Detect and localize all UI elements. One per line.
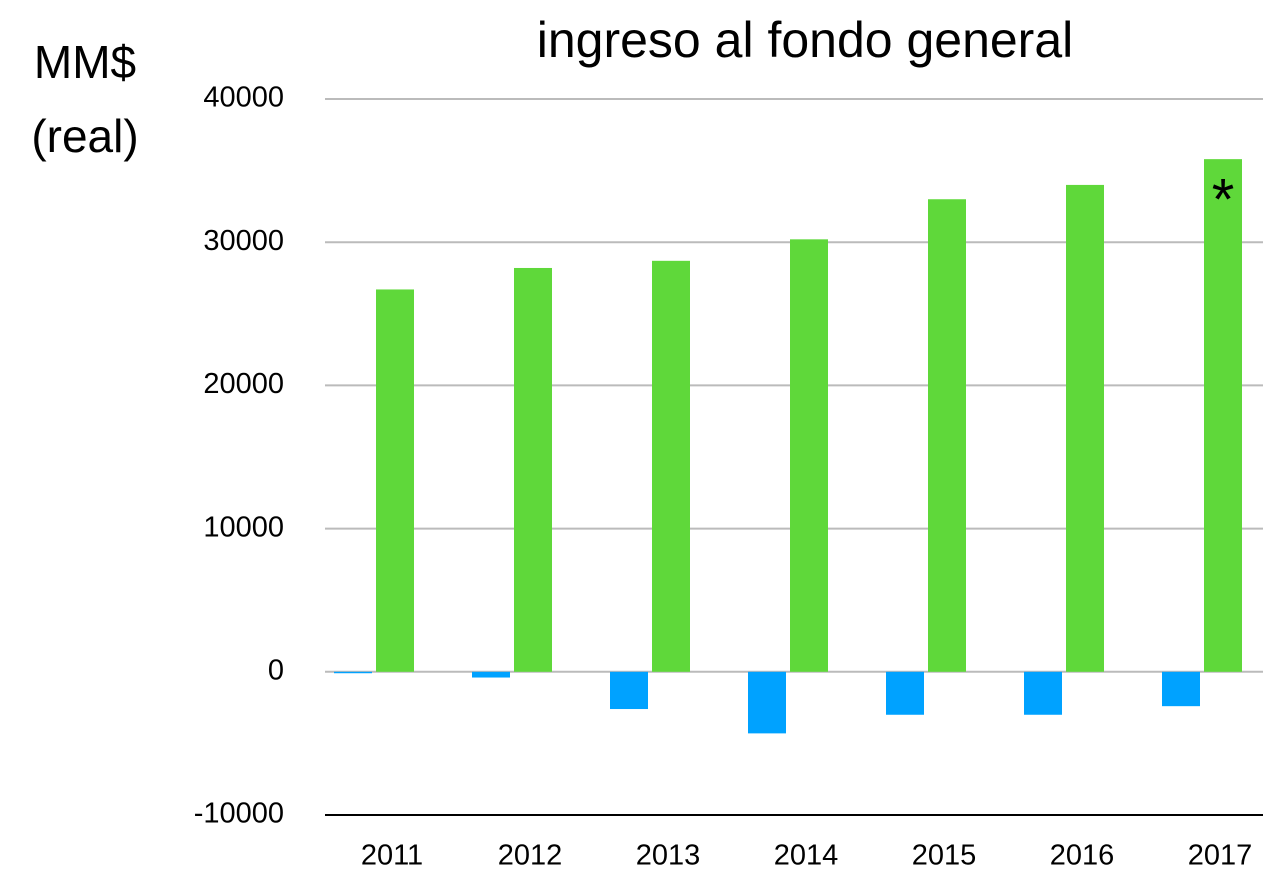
y-tick-label: 20000	[203, 368, 284, 400]
bar	[652, 260, 690, 672]
y-tick-label: 0	[268, 654, 284, 686]
bar	[610, 671, 648, 710]
bar	[1204, 159, 1242, 672]
x-tick-label: 2017	[1188, 840, 1253, 872]
x-tick-label: 2011	[361, 840, 423, 872]
y-tick-label: -10000	[194, 798, 284, 830]
x-tick-label: 2015	[912, 840, 977, 872]
y-axis-label: MM$	[34, 36, 136, 88]
bar	[514, 267, 552, 672]
bar	[928, 199, 966, 672]
bar	[886, 671, 924, 715]
y-axis-label: (real)	[31, 110, 138, 162]
bar	[1162, 671, 1200, 707]
bar	[472, 671, 510, 678]
y-tick-label: 10000	[203, 511, 284, 543]
bar	[376, 289, 414, 672]
chart-title: ingreso al fondo general	[537, 12, 1074, 68]
bar	[748, 671, 786, 734]
x-tick-label: 2012	[498, 840, 563, 872]
y-tick-label: 40000	[203, 82, 284, 114]
x-tick-label: 2013	[636, 840, 701, 872]
x-tick-label: 2016	[1050, 840, 1115, 872]
y-tick-label: 30000	[203, 225, 284, 257]
bar	[1066, 184, 1104, 672]
annotation: *	[1212, 167, 1235, 232]
bar	[1024, 671, 1062, 715]
x-tick-label: 2014	[774, 840, 839, 872]
bar	[790, 239, 828, 672]
bar	[334, 671, 372, 674]
